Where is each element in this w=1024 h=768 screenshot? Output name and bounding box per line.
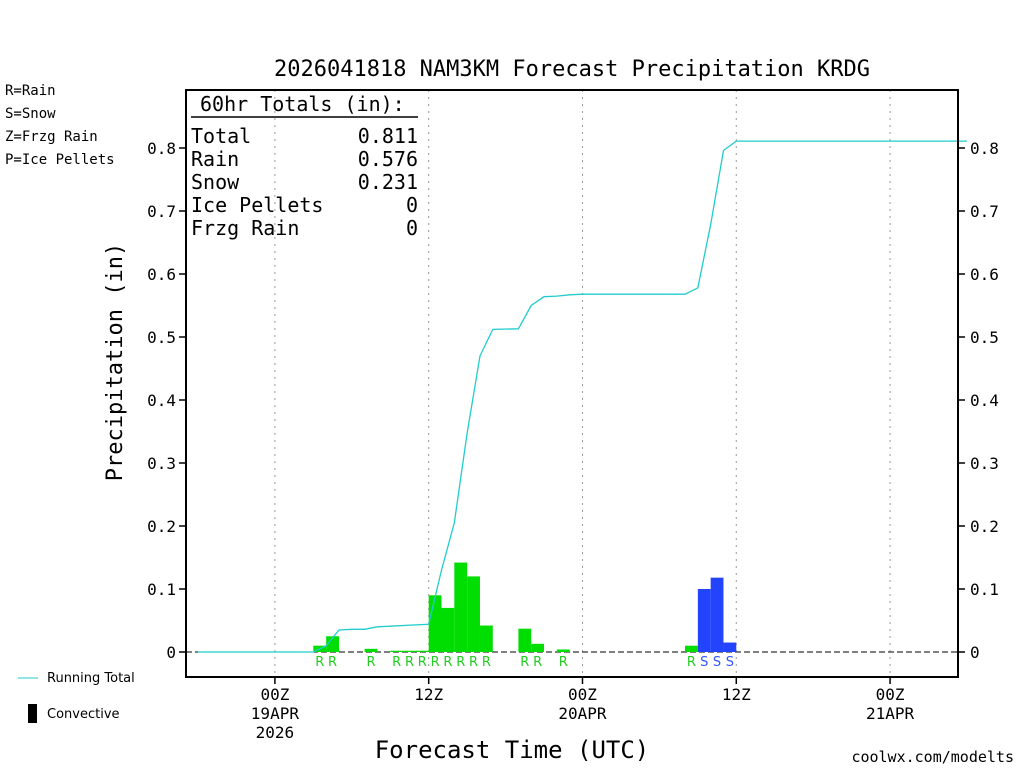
y-tick-label: 0.8	[147, 139, 176, 158]
precip-bar	[428, 595, 442, 652]
y-tick-label-right: 0.4	[970, 391, 999, 410]
totals-box: 60hr Totals (in): Total 0.811 Rain 0.576…	[191, 92, 418, 240]
x-tick-label: 00Z	[876, 685, 905, 704]
precip-bar	[697, 589, 711, 652]
freezing-rain-value: 0	[406, 216, 418, 240]
precip-bar	[467, 576, 480, 652]
precip-type-letter: R	[533, 655, 542, 670]
y-tick-label: 0.7	[147, 202, 176, 221]
y-tick-label-right: 0.2	[970, 517, 999, 536]
precip-type-letter: R	[559, 655, 568, 670]
legend-ice-pellets: P=Ice Pellets	[5, 152, 115, 168]
precip-type-letter: R	[366, 655, 375, 670]
precip-bar	[531, 643, 545, 652]
precip-type-letter: R	[431, 655, 440, 670]
y-tick-label: 0.5	[147, 328, 176, 347]
precip-bar	[441, 607, 455, 652]
credit-text: coolwx.com/modelts	[851, 748, 1014, 766]
legend-snow: S=Snow	[5, 106, 56, 122]
y-tick-label: 0	[166, 643, 176, 662]
precip-type-letter: S	[700, 655, 708, 670]
precip-type-letter: R	[405, 655, 414, 670]
y-tick-label-right: 0.3	[970, 454, 999, 473]
x-tick-label: 00Z	[568, 685, 597, 704]
y-tick-label-right: 0.6	[970, 265, 999, 284]
y-tick-label-right: 0.5	[970, 328, 999, 347]
precip-type-letter: R	[520, 655, 529, 670]
bottom-legend: Running Total Convective	[18, 671, 135, 723]
plot-frame	[185, 89, 959, 678]
y-axis-label: Precipitation (in)	[103, 243, 128, 481]
ice-pellets-label: Ice Pellets	[191, 193, 323, 217]
precip-bar	[326, 636, 339, 652]
total-value: 0.811	[358, 124, 418, 148]
y-tick-label-right: 0.8	[970, 139, 999, 158]
snow-label: Snow	[191, 170, 240, 194]
ice-pellets-value: 0	[406, 193, 418, 217]
precip-type-letter: R	[418, 655, 427, 670]
y-tick-label: 0.3	[147, 454, 176, 473]
precip-bars	[313, 562, 737, 652]
rain-value: 0.576	[358, 147, 418, 171]
convective-legend-swatch	[28, 704, 37, 723]
precip-type-letter: R	[687, 655, 696, 670]
y-tick-label-right: 0.7	[970, 202, 999, 221]
precip-type-letter: S	[726, 655, 734, 670]
precip-type-letter: R	[456, 655, 465, 670]
grid-lines	[186, 90, 958, 677]
running-total-legend-label: Running Total	[47, 671, 135, 686]
precip-type-letter: R	[392, 655, 401, 670]
precip-bar	[403, 650, 416, 652]
x-tick-label: 20APR	[558, 704, 607, 723]
precip-bar	[518, 628, 532, 652]
precip-bar	[415, 650, 429, 652]
legend-rain: R=Rain	[5, 83, 56, 99]
snow-value: 0.231	[358, 170, 418, 194]
chart-title: 2026041818 NAM3KM Forecast Precipitation…	[274, 57, 870, 82]
running-total-series	[198, 140, 967, 653]
precip-type-letter: R	[469, 655, 478, 670]
convective-legend-label: Convective	[47, 707, 120, 722]
precip-type-letter: R	[328, 655, 337, 670]
y-tick-label-right: 0	[970, 643, 980, 662]
y-axis-ticks: 0 00.1 0.10.2 0.20.3 0.30.4 0.40.5 0.50.6 0.60.…	[147, 139, 999, 662]
precip-bar	[710, 577, 724, 652]
freezing-rain-label: Frzg Rain	[191, 216, 299, 240]
precip-type-letter: R	[315, 655, 324, 670]
x-tick-label: 00Z	[260, 685, 289, 704]
precip-bar	[390, 650, 404, 652]
precip-bar	[364, 648, 378, 652]
precip-bar	[479, 625, 493, 652]
total-label: Total	[191, 124, 251, 148]
x-tick-label: 12Z	[414, 685, 443, 704]
legend-freezing-rain: Z=Frzg Rain	[5, 129, 98, 145]
precip-bar	[556, 649, 570, 652]
precip-type-letter: R	[482, 655, 491, 670]
x-tick-label: 12Z	[722, 685, 751, 704]
y-tick-label: 0.1	[147, 580, 176, 599]
precip-bar	[685, 645, 698, 652]
x-tick-label: 19APR	[251, 704, 300, 723]
x-axis-label: Forecast Time (UTC)	[375, 736, 650, 764]
y-tick-label: 0.2	[147, 517, 176, 536]
totals-heading: 60hr Totals (in):	[200, 92, 405, 116]
rain-label: Rain	[191, 147, 239, 171]
precip-type-legend: R=Rain S=Snow Z=Frzg Rain P=Ice Pellets	[5, 83, 115, 168]
y-tick-label: 0.6	[147, 265, 176, 284]
precip-bar	[454, 562, 468, 652]
precip-bar	[723, 642, 737, 652]
x-tick-label: 21APR	[866, 704, 915, 723]
precip-type-letter: S	[713, 655, 721, 670]
y-tick-label-right: 0.1	[970, 580, 999, 599]
x-tick-label: 2026	[256, 723, 295, 742]
precip-type-letter: R	[443, 655, 452, 670]
running-total-line	[198, 140, 967, 653]
y-tick-label: 0.4	[147, 391, 176, 410]
